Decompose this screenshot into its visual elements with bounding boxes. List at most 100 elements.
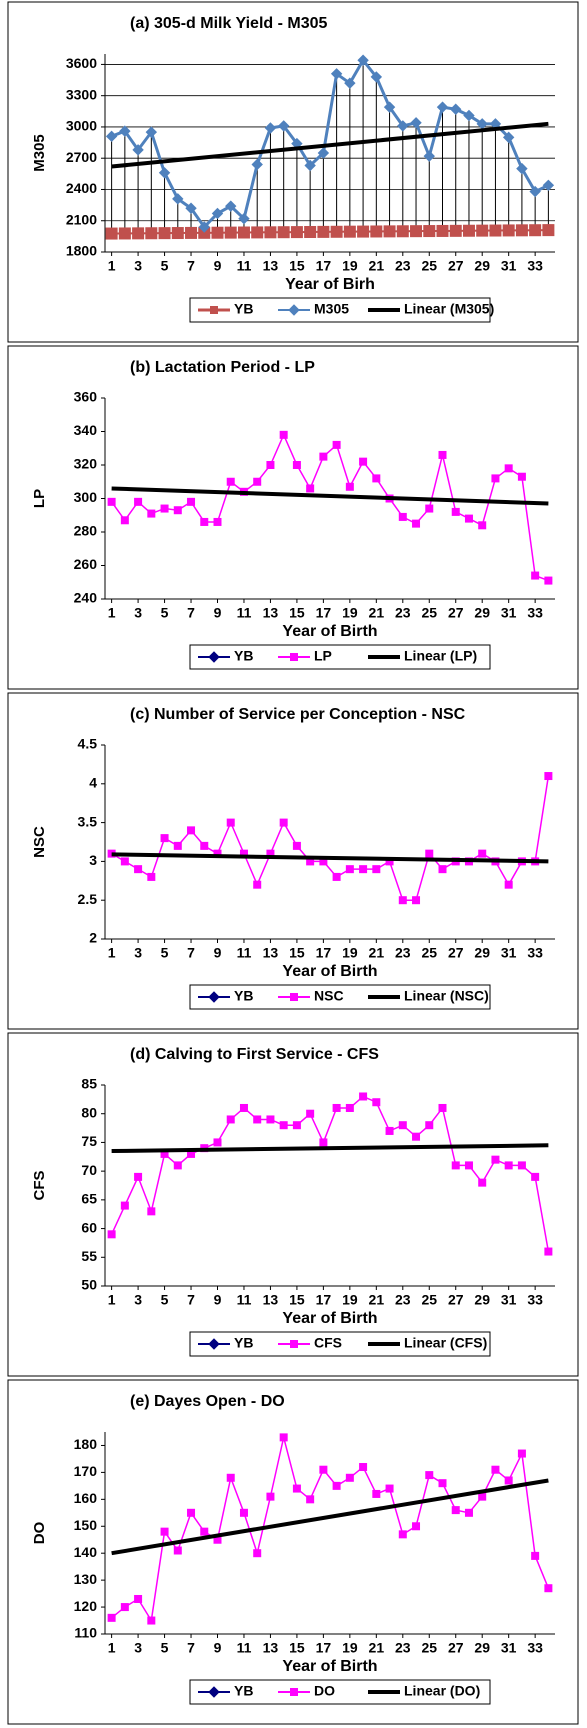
legend-item: YB — [198, 301, 253, 317]
point — [332, 872, 341, 881]
point — [464, 1161, 473, 1170]
x-tick-label: 27 — [448, 945, 464, 961]
x-tick-label: 23 — [395, 605, 411, 621]
point — [292, 841, 301, 850]
x-tick-label: 9 — [214, 945, 222, 961]
point — [277, 120, 290, 132]
legend-frame — [189, 1679, 491, 1705]
point — [107, 1613, 116, 1622]
point — [200, 1527, 209, 1536]
y-tick-label: 300 — [74, 489, 98, 505]
point — [359, 1463, 368, 1472]
x-tick-label: 31 — [501, 1292, 517, 1308]
point — [145, 227, 158, 240]
point — [224, 226, 237, 239]
legend-label: Linear (DO) — [404, 1683, 480, 1699]
point — [372, 865, 381, 874]
legend-item: M305 — [278, 301, 349, 317]
point — [185, 202, 197, 214]
point — [208, 1338, 220, 1350]
x-tick-label: 33 — [527, 258, 543, 274]
point — [264, 226, 277, 239]
legend-label: Linear (CFS) — [404, 1335, 487, 1351]
series-line — [111, 229, 549, 235]
series-line — [111, 432, 549, 582]
y-tick-label: 50 — [81, 1277, 97, 1293]
y-tick-label: 2.5 — [78, 891, 98, 907]
point — [173, 506, 182, 515]
x-tick-label: 13 — [263, 1640, 279, 1656]
x-tick-label: 23 — [395, 258, 411, 274]
point — [544, 576, 553, 585]
point — [531, 1172, 540, 1181]
y-tick-label: 180 — [74, 1436, 98, 1452]
point — [397, 120, 409, 132]
x-tick-label: 5 — [161, 1292, 169, 1308]
y-axis-label: DO — [31, 1521, 48, 1544]
point — [383, 225, 396, 238]
point — [317, 147, 330, 159]
x-tick-label: 11 — [237, 605, 252, 621]
point — [306, 1109, 315, 1118]
y-axis-label: M305 — [31, 134, 48, 172]
point — [292, 1484, 301, 1493]
panel-frame — [7, 1379, 579, 1725]
point — [290, 1688, 298, 1696]
point — [359, 1092, 368, 1101]
point — [187, 1508, 196, 1517]
series-line — [111, 1437, 550, 1623]
point — [200, 841, 209, 850]
point — [370, 225, 383, 238]
x-tick-label: 15 — [289, 605, 305, 621]
point — [158, 227, 171, 240]
point — [451, 1161, 460, 1170]
point — [531, 571, 540, 580]
x-tick-label: 25 — [421, 1640, 437, 1656]
x-axis-label: Year of Birh — [285, 276, 375, 293]
legend-label: LP — [314, 648, 332, 664]
legend-item: Linear (M305) — [368, 301, 494, 317]
x-tick-label: 13 — [263, 605, 279, 621]
point — [450, 103, 462, 115]
point — [372, 1098, 381, 1107]
point — [172, 193, 184, 205]
point — [491, 1465, 500, 1474]
point — [345, 865, 354, 874]
x-tick-label: 17 — [316, 945, 332, 961]
legend-label: YB — [234, 988, 253, 1004]
chart-panel: (c) Number of Service per Conception - N… — [7, 692, 579, 1030]
x-axis-label: Year of Birth — [282, 1658, 377, 1675]
chart-panel: (a) 305-d Milk Yield - M305 1800 2100 2400 2… — [7, 1, 579, 343]
x-tick-label: 15 — [289, 945, 305, 961]
x-tick-label: 3 — [134, 1292, 142, 1308]
x-tick-label: 27 — [448, 1292, 464, 1308]
x-tick-label: 29 — [474, 1640, 490, 1656]
legend-label: Linear (NSC) — [404, 988, 489, 1004]
point — [396, 225, 409, 238]
point — [451, 507, 460, 516]
legend-item: YB — [198, 1683, 253, 1699]
point — [451, 1506, 460, 1515]
point — [208, 991, 220, 1003]
point — [147, 1207, 156, 1216]
point — [107, 497, 116, 506]
point — [304, 225, 317, 238]
x-tick-label: 7 — [187, 1640, 195, 1656]
point — [198, 226, 211, 239]
chart-title: (c) Number of Service per Conception - N… — [130, 706, 466, 723]
point — [171, 227, 184, 240]
x-tick-label: 7 — [187, 945, 195, 961]
point — [173, 1161, 182, 1170]
point — [279, 1433, 288, 1442]
x-tick-label: 15 — [289, 1640, 305, 1656]
x-tick-label: 19 — [342, 605, 358, 621]
point — [239, 1103, 248, 1112]
point — [504, 464, 513, 473]
point — [147, 509, 156, 518]
point — [332, 1481, 341, 1490]
legend-label: NSC — [314, 988, 344, 1004]
point — [134, 1594, 143, 1603]
point — [359, 457, 368, 466]
legend-label: DO — [314, 1683, 335, 1699]
y-tick-label: 70 — [81, 1162, 97, 1178]
